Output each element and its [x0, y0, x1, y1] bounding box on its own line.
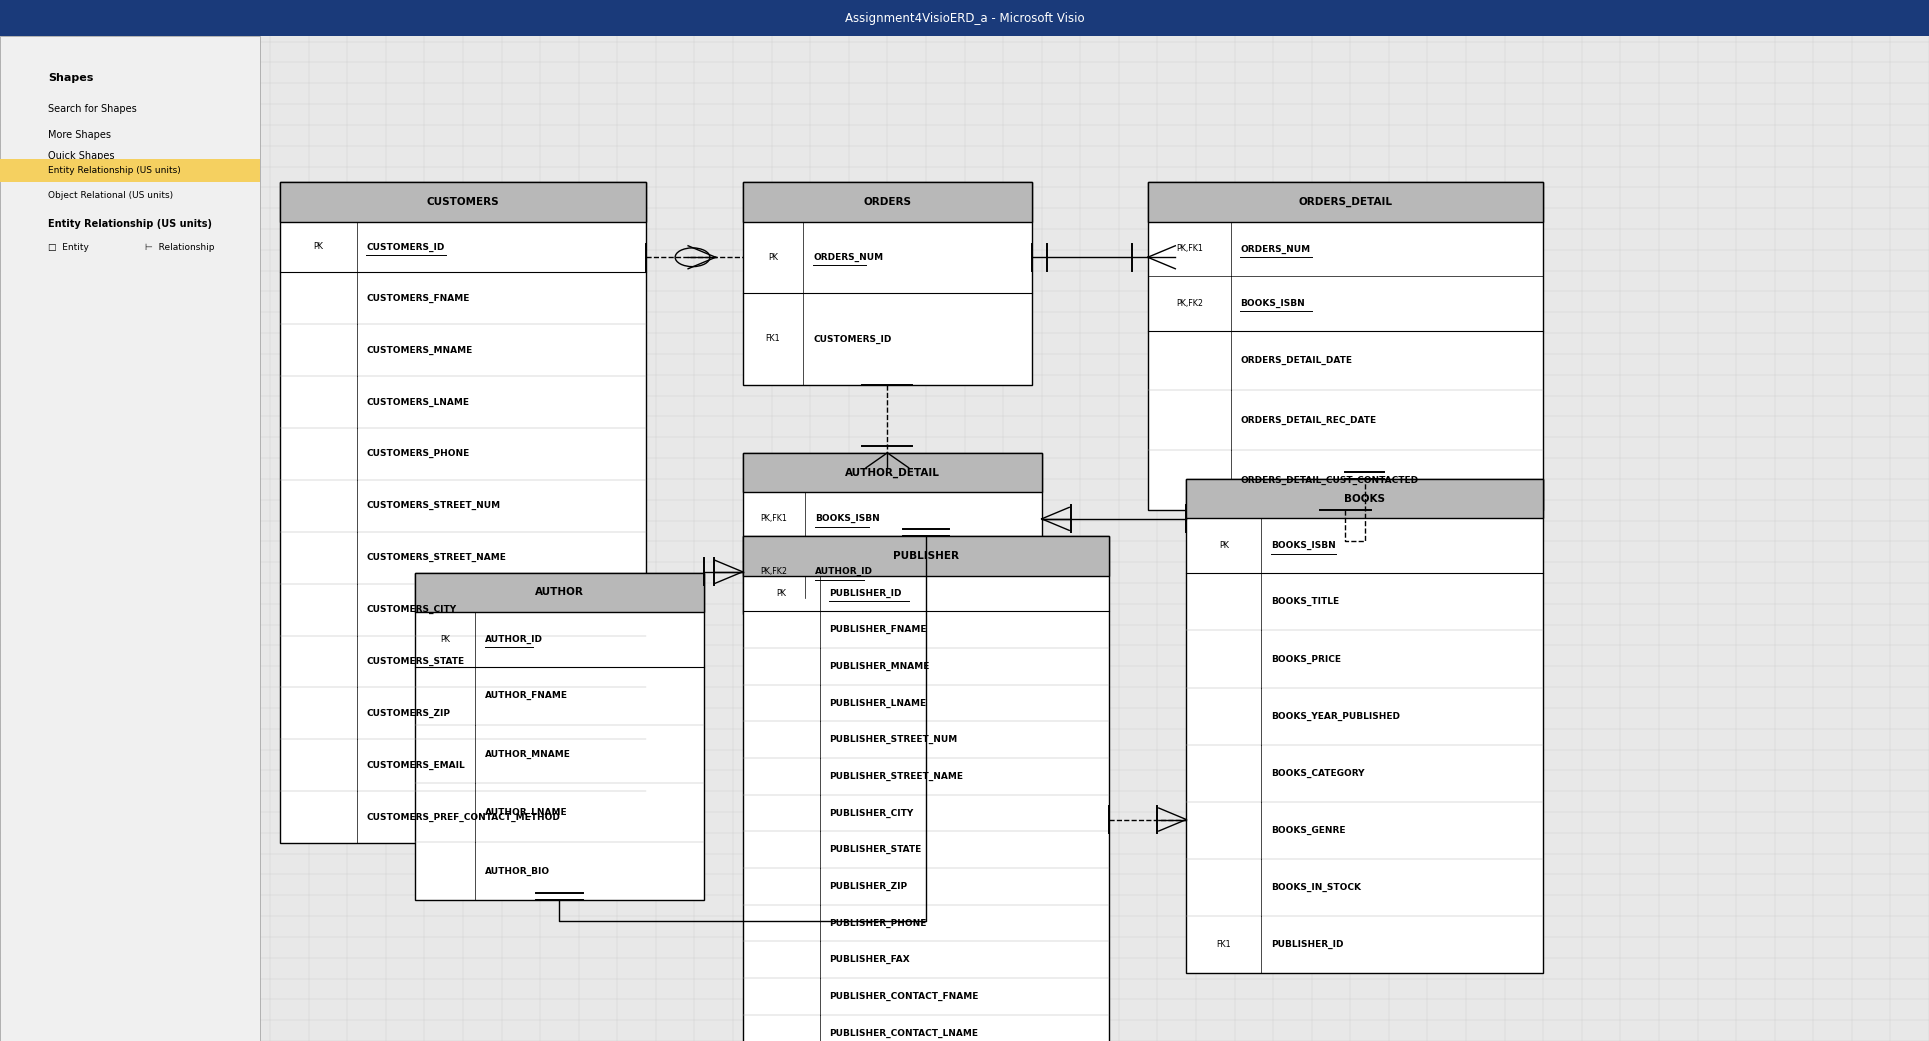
Text: BOOKS_GENRE: BOOKS_GENRE	[1271, 826, 1345, 835]
Text: BOOKS_CATEGORY: BOOKS_CATEGORY	[1271, 768, 1364, 778]
Text: PUBLISHER: PUBLISHER	[893, 551, 959, 561]
Text: AUTHOR: AUTHOR	[534, 587, 584, 598]
Text: BOOKS_PRICE: BOOKS_PRICE	[1271, 655, 1341, 663]
Text: PUBLISHER_CITY: PUBLISHER_CITY	[829, 809, 914, 817]
Text: AUTHOR_FNAME: AUTHOR_FNAME	[486, 691, 569, 701]
Text: CUSTOMERS_ZIP: CUSTOMERS_ZIP	[367, 709, 449, 718]
Bar	[415, 573, 704, 900]
Text: AUTHOR_ID: AUTHOR_ID	[816, 567, 874, 577]
Text: ORDERS_NUM: ORDERS_NUM	[814, 253, 883, 262]
Text: PUBLISHER_ID: PUBLISHER_ID	[829, 589, 901, 599]
Text: PUBLISHER_ZIP: PUBLISHER_ZIP	[829, 882, 907, 891]
Bar	[1186, 479, 1543, 973]
Text: PK,FK2: PK,FK2	[1177, 299, 1204, 308]
Text: PK: PK	[440, 635, 449, 643]
Text: PK: PK	[768, 253, 777, 261]
Text: PUBLISHER_STREET_NAME: PUBLISHER_STREET_NAME	[829, 771, 963, 781]
Text: PUBLISHER_LNAME: PUBLISHER_LNAME	[829, 699, 926, 708]
Text: PUBLISHER_CONTACT_LNAME: PUBLISHER_CONTACT_LNAME	[829, 1029, 978, 1038]
Bar	[1148, 182, 1543, 222]
Text: AUTHOR_ID: AUTHOR_ID	[486, 635, 544, 644]
Bar	[743, 182, 1032, 222]
Bar	[0, 159, 260, 182]
Bar	[280, 182, 646, 222]
Text: CUSTOMERS_ID: CUSTOMERS_ID	[367, 243, 446, 252]
Bar	[743, 453, 1042, 492]
Text: PK,FK2: PK,FK2	[760, 567, 787, 577]
Text: CUSTOMERS_CITY: CUSTOMERS_CITY	[367, 605, 457, 614]
Text: PUBLISHER_FNAME: PUBLISHER_FNAME	[829, 626, 926, 634]
Text: PK: PK	[775, 589, 787, 599]
Text: Shapes: Shapes	[48, 73, 95, 83]
Text: PUBLISHER_FAX: PUBLISHER_FAX	[829, 956, 910, 964]
Text: PUBLISHER_PHONE: PUBLISHER_PHONE	[829, 918, 926, 928]
Bar	[0, 0, 1929, 36]
Text: CUSTOMERS_ID: CUSTOMERS_ID	[814, 334, 891, 344]
Text: PUBLISHER_ID: PUBLISHER_ID	[1271, 940, 1343, 949]
Bar	[743, 536, 1109, 576]
Text: BOOKS_IN_STOCK: BOOKS_IN_STOCK	[1271, 883, 1362, 892]
Text: PK,FK1: PK,FK1	[760, 514, 787, 524]
Text: CUSTOMERS_PHONE: CUSTOMERS_PHONE	[367, 450, 469, 458]
Bar	[743, 182, 1032, 385]
Text: CUSTOMERS_LNAME: CUSTOMERS_LNAME	[367, 398, 469, 407]
Text: BOOKS: BOOKS	[1345, 493, 1385, 504]
Bar	[0, 36, 260, 1041]
Text: Assignment4VisioERD_a - Microsoft Visio: Assignment4VisioERD_a - Microsoft Visio	[845, 12, 1084, 25]
Text: BOOKS_ISBN: BOOKS_ISBN	[816, 514, 880, 524]
Text: PUBLISHER_CONTACT_FNAME: PUBLISHER_CONTACT_FNAME	[829, 992, 978, 1001]
Text: CUSTOMERS: CUSTOMERS	[426, 197, 500, 207]
Text: BOOKS_ISBN: BOOKS_ISBN	[1271, 541, 1335, 551]
Text: ORDERS_DETAIL_REC_DATE: ORDERS_DETAIL_REC_DATE	[1240, 415, 1377, 425]
Text: PUBLISHER_STATE: PUBLISHER_STATE	[829, 845, 922, 855]
Bar	[743, 453, 1042, 614]
Text: CUSTOMERS_STATE: CUSTOMERS_STATE	[367, 657, 465, 666]
Text: BOOKS_ISBN: BOOKS_ISBN	[1240, 299, 1306, 308]
Text: CUSTOMERS_STREET_NAME: CUSTOMERS_STREET_NAME	[367, 553, 505, 562]
Text: Quick Shapes: Quick Shapes	[48, 151, 114, 161]
Text: BOOKS_YEAR_PUBLISHED: BOOKS_YEAR_PUBLISHED	[1271, 712, 1400, 720]
Text: BOOKS_TITLE: BOOKS_TITLE	[1271, 598, 1339, 606]
Text: Search for Shapes: Search for Shapes	[48, 104, 137, 115]
Text: AUTHOR_MNAME: AUTHOR_MNAME	[486, 750, 571, 759]
Text: AUTHOR_BIO: AUTHOR_BIO	[486, 867, 550, 875]
Text: PK,FK1: PK,FK1	[1177, 245, 1202, 253]
Bar	[415, 573, 704, 612]
Text: PK: PK	[312, 243, 324, 252]
Text: AUTHOR_DETAIL: AUTHOR_DETAIL	[845, 467, 939, 478]
Text: PUBLISHER_MNAME: PUBLISHER_MNAME	[829, 662, 930, 671]
Text: CUSTOMERS_MNAME: CUSTOMERS_MNAME	[367, 346, 473, 355]
Bar	[1148, 182, 1543, 510]
Text: ORDERS: ORDERS	[864, 197, 910, 207]
Text: PK: PK	[1219, 541, 1229, 551]
Text: ORDERS_DETAIL_CUST_CONTACTED: ORDERS_DETAIL_CUST_CONTACTED	[1240, 476, 1418, 485]
Text: ORDERS_DETAIL_DATE: ORDERS_DETAIL_DATE	[1240, 356, 1352, 365]
Text: Entity Relationship (US units): Entity Relationship (US units)	[48, 219, 212, 229]
Text: ORDERS_DETAIL: ORDERS_DETAIL	[1298, 197, 1393, 207]
Text: □  Entity: □ Entity	[48, 244, 89, 252]
Text: CUSTOMERS_FNAME: CUSTOMERS_FNAME	[367, 294, 469, 303]
Text: ⊢  Relationship: ⊢ Relationship	[145, 244, 214, 252]
Text: FK1: FK1	[1217, 940, 1231, 949]
Bar	[1186, 479, 1543, 518]
Text: FK1: FK1	[766, 334, 781, 344]
Bar	[280, 182, 646, 843]
Text: AUTHOR_LNAME: AUTHOR_LNAME	[486, 808, 567, 817]
Text: CUSTOMERS_EMAIL: CUSTOMERS_EMAIL	[367, 761, 465, 770]
Text: More Shapes: More Shapes	[48, 130, 112, 141]
Text: CUSTOMERS_STREET_NUM: CUSTOMERS_STREET_NUM	[367, 502, 500, 510]
Text: PUBLISHER_STREET_NUM: PUBLISHER_STREET_NUM	[829, 735, 957, 744]
Text: ORDERS_NUM: ORDERS_NUM	[1240, 245, 1310, 254]
Bar	[743, 536, 1109, 1041]
Text: CUSTOMERS_PREF_CONTACT_METHOD: CUSTOMERS_PREF_CONTACT_METHOD	[367, 813, 559, 821]
Text: Object Relational (US units): Object Relational (US units)	[48, 192, 174, 200]
Text: Entity Relationship (US units): Entity Relationship (US units)	[48, 167, 181, 175]
